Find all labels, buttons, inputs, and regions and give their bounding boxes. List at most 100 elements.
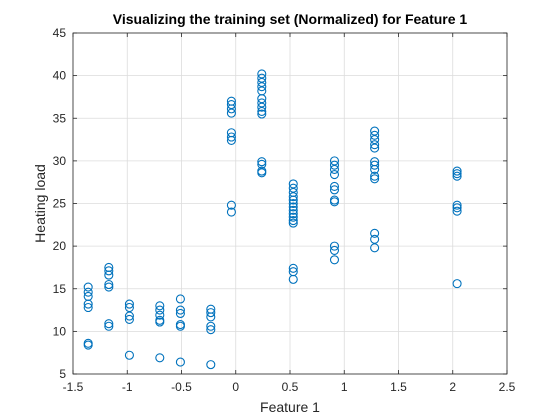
- data-point: [288, 205, 298, 215]
- data-point: [370, 171, 380, 181]
- data-point: [329, 164, 340, 174]
- data-point: [124, 314, 134, 324]
- data-point: [155, 310, 165, 320]
- data-point: [175, 294, 185, 304]
- data-point: [452, 171, 462, 181]
- x-tick-label: 0.5: [282, 380, 299, 394]
- data-point: [83, 340, 93, 350]
- data-point: [329, 197, 340, 207]
- data-point: [370, 174, 380, 184]
- data-point: [329, 181, 340, 191]
- data-point: [155, 301, 165, 311]
- data-point: [288, 195, 298, 205]
- x-axis-label: Feature 1: [260, 399, 320, 415]
- data-point: [104, 266, 114, 276]
- data-point: [452, 166, 462, 176]
- data-point: [370, 140, 380, 150]
- data-point: [206, 308, 216, 318]
- data-point: [83, 287, 93, 297]
- data-point: [257, 157, 267, 167]
- x-tick-label: -0.5: [171, 380, 192, 394]
- data-point: [329, 185, 340, 195]
- data-point: [288, 198, 298, 209]
- data-point: [370, 160, 380, 170]
- data-point: [288, 212, 298, 222]
- x-tick-label: -1.5: [63, 380, 84, 394]
- data-point: [155, 317, 165, 327]
- data-point: [257, 106, 267, 116]
- data-point: [206, 360, 216, 370]
- data-point: [104, 319, 114, 329]
- y-tick-label: 20: [53, 239, 67, 253]
- data-point: [288, 218, 298, 228]
- data-point: [288, 209, 298, 219]
- data-point: [329, 241, 340, 251]
- data-point: [155, 305, 165, 315]
- x-tick-label: 0: [232, 380, 239, 394]
- y-tick-label: 35: [53, 111, 67, 125]
- data-point: [206, 325, 216, 335]
- y-tick-label: 25: [53, 197, 67, 211]
- data-point: [257, 102, 267, 112]
- data-point: [124, 299, 134, 309]
- data-point: [226, 135, 236, 145]
- data-point: [104, 282, 114, 292]
- x-tick-label: 2: [449, 380, 456, 394]
- data-point: [329, 245, 340, 255]
- data-points: [83, 69, 462, 370]
- data-point: [452, 200, 462, 210]
- y-tick-label: 45: [53, 26, 67, 40]
- data-point: [288, 263, 298, 273]
- data-point: [452, 169, 462, 179]
- x-tick-label: 1.5: [390, 380, 407, 394]
- chart-title: Visualizing the training set (Normalized…: [113, 11, 468, 27]
- data-point: [288, 202, 298, 212]
- data-point: [226, 200, 236, 210]
- data-point: [452, 279, 462, 289]
- data-point: [83, 302, 93, 313]
- data-point: [83, 282, 93, 292]
- data-point: [155, 353, 165, 363]
- data-point: [288, 192, 298, 202]
- data-point: [175, 357, 185, 367]
- data-point: [370, 243, 380, 253]
- data-point: [370, 143, 380, 153]
- data-point: [329, 169, 340, 180]
- data-point: [124, 350, 134, 360]
- data-point: [226, 207, 236, 217]
- y-tick-label: 5: [59, 367, 66, 381]
- data-point: [83, 299, 93, 309]
- axis-ticks: -1.5 -1 -0.5 0 0.5 1 1.5 2 2.5 5 10 15 20 25 30 35 40 45: [53, 26, 516, 394]
- data-point: [175, 321, 185, 331]
- y-tick-label: 10: [53, 324, 67, 338]
- x-tick-label: -1: [122, 380, 133, 394]
- data-point: [175, 308, 185, 319]
- data-point: [370, 130, 380, 140]
- data-point: [329, 255, 340, 265]
- data-point: [206, 312, 216, 322]
- x-tick-label: 2.5: [499, 380, 516, 394]
- data-point: [257, 168, 267, 178]
- y-tick-label: 15: [53, 282, 67, 296]
- data-point: [206, 321, 216, 331]
- data-point: [257, 82, 267, 92]
- data-point: [104, 321, 114, 331]
- data-point: [257, 109, 267, 119]
- data-point: [370, 164, 380, 174]
- data-point: [226, 132, 236, 142]
- data-point: [104, 279, 114, 290]
- data-point: [288, 274, 298, 284]
- y-axis-label: Heating load: [32, 164, 48, 243]
- data-point: [370, 228, 380, 238]
- y-tick-label: 30: [53, 154, 67, 168]
- x-tick-label: 1: [341, 380, 348, 394]
- data-point: [124, 311, 134, 321]
- data-point: [452, 203, 462, 213]
- data-point: [104, 270, 114, 280]
- data-point: [329, 160, 340, 170]
- data-point: [175, 305, 185, 315]
- y-tick-label: 40: [53, 69, 67, 83]
- data-point: [452, 206, 462, 216]
